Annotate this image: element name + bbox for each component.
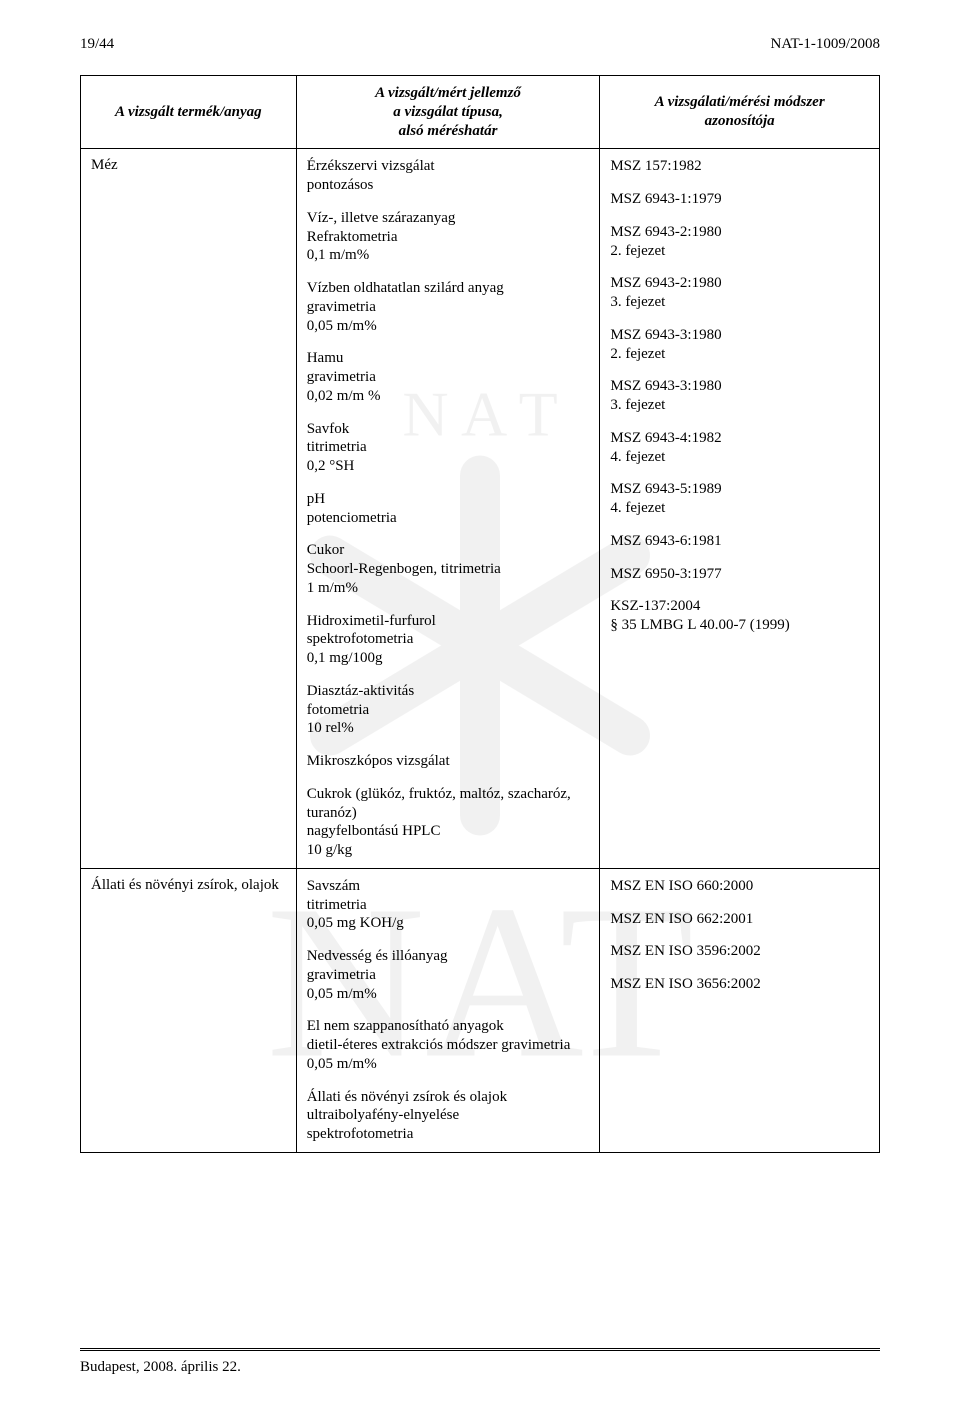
cell-block: Érzékszervi vizsgálatpontozásos bbox=[307, 157, 590, 195]
table-row: Állati és növényi zsírok, olajok Savszám… bbox=[81, 868, 880, 1152]
cell-block: El nem szappanosítható anyagokdietil-éte… bbox=[307, 1017, 590, 1073]
footer-text: Budapest, 2008. április 22. bbox=[80, 1359, 880, 1376]
product-cell: Méz bbox=[81, 149, 297, 869]
cell-block: Savszámtitrimetria0,05 mg KOH/g bbox=[307, 877, 590, 933]
table-row: Méz Érzékszervi vizsgálatpontozásos Víz-,… bbox=[81, 149, 880, 869]
cell-block: Diasztáz-aktivitásfotometria10 rel% bbox=[307, 682, 590, 738]
table-header-row: A vizsgált termék/anyag A vizsgált/mért … bbox=[81, 76, 880, 149]
product-cell: Állati és növényi zsírok, olajok bbox=[81, 868, 297, 1152]
cell-block: MSZ 6943-2:19803. fejezet bbox=[610, 274, 869, 312]
methods-table: A vizsgált termék/anyag A vizsgált/mért … bbox=[80, 75, 880, 1153]
cell-block: MSZ EN ISO 3596:2002 bbox=[610, 942, 869, 961]
cell-block: MSZ 6943-1:1979 bbox=[610, 190, 869, 209]
cell-block: Vízben oldhatatlan szilárd anyaggravimet… bbox=[307, 279, 590, 335]
cell-block: Víz-, illetve szárazanyagRefraktometria0… bbox=[307, 209, 590, 265]
table-header-col3: A vizsgálati/mérési módszer azonosítója bbox=[600, 76, 880, 149]
table-header-col1: A vizsgált termék/anyag bbox=[81, 76, 297, 149]
cell-block: MSZ 157:1982 bbox=[610, 157, 869, 176]
cell-block: pHpotenciometria bbox=[307, 490, 590, 528]
cell-block: MSZ 6943-4:19824. fejezet bbox=[610, 429, 869, 467]
cell-block: MSZ 6943-3:19803. fejezet bbox=[610, 377, 869, 415]
cell-block: Hamugravimetria 0,02 m/m % bbox=[307, 349, 590, 405]
cell-block: MSZ 6943-5:19894. fejezet bbox=[610, 480, 869, 518]
characteristic-cell: Savszámtitrimetria0,05 mg KOH/g Nedvesség… bbox=[296, 868, 600, 1152]
cell-block: MSZ 6943-6:1981 bbox=[610, 532, 869, 551]
cell-block: MSZ 6943-3:19802. fejezet bbox=[610, 326, 869, 364]
cell-block: MSZ EN ISO 660:2000 bbox=[610, 877, 869, 896]
method-cell: MSZ 157:1982 MSZ 6943-1:1979 MSZ 6943-2:19… bbox=[600, 149, 880, 869]
method-cell: MSZ EN ISO 660:2000 MSZ EN ISO 662:2001 MS… bbox=[600, 868, 880, 1152]
footer-rule bbox=[80, 1348, 880, 1351]
characteristic-cell: Érzékszervi vizsgálatpontozásos Víz-, ill… bbox=[296, 149, 600, 869]
cell-block: MSZ 6943-2:19802. fejezet bbox=[610, 223, 869, 261]
cell-block: Állati és növényi zsírok és olajok ultra… bbox=[307, 1088, 590, 1144]
document-id: NAT-1-1009/2008 bbox=[771, 36, 880, 53]
cell-block: CukorSchoorl-Regenbogen, titrimetria1 m/… bbox=[307, 541, 590, 597]
cell-block: MSZ 6950-3:1977 bbox=[610, 565, 869, 584]
cell-block: MSZ EN ISO 662:2001 bbox=[610, 910, 869, 929]
cell-block: Savfoktitrimetria0,2 °SH bbox=[307, 420, 590, 476]
page-indicator: 19/44 bbox=[80, 36, 114, 53]
page-footer: Budapest, 2008. április 22. bbox=[80, 1348, 880, 1376]
cell-block: Hidroximetil-furfurolspektrofotometria0,… bbox=[307, 612, 590, 668]
cell-block: Mikroszkópos vizsgálat bbox=[307, 752, 590, 771]
cell-block: Nedvesség és illóanyaggravimetria0,05 m/… bbox=[307, 947, 590, 1003]
page-header: 19/44 NAT-1-1009/2008 bbox=[80, 36, 880, 53]
cell-block: Cukrok (glükóz, fruktóz, maltóz, szachar… bbox=[307, 785, 590, 860]
cell-block: MSZ EN ISO 3656:2002 bbox=[610, 975, 869, 994]
table-header-col2: A vizsgált/mért jellemző a vizsgálat típ… bbox=[296, 76, 600, 149]
cell-block: KSZ-137:2004§ 35 LMBG L 40.00-7 (1999) bbox=[610, 597, 869, 635]
